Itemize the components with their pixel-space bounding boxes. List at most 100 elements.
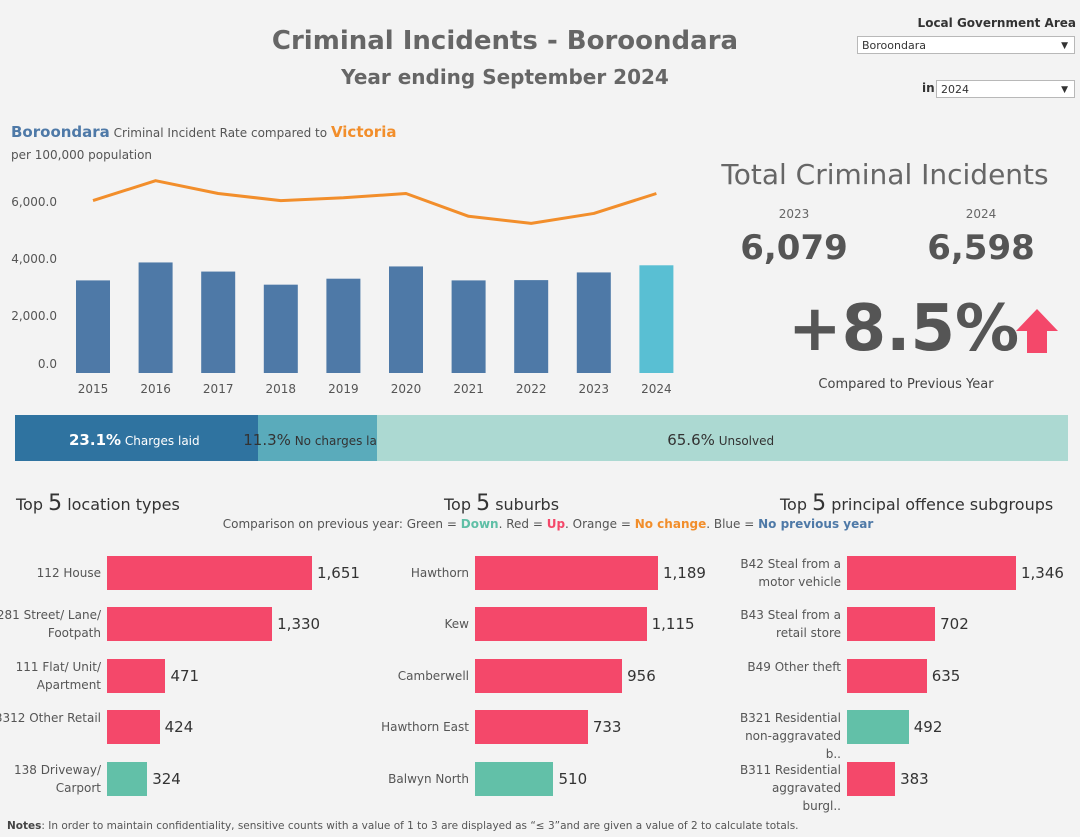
row-bar [107, 659, 166, 693]
rate-bar [263, 284, 298, 373]
top-count: 5 [48, 491, 63, 516]
top-locations-title: Top 5 location types [16, 491, 180, 516]
chevron-down-icon: ▼ [1061, 41, 1068, 51]
color-legend: Comparison on previous year: Green = Dow… [0, 517, 1080, 531]
legend-text: . Red = [498, 517, 543, 531]
row-bar [847, 710, 909, 744]
row-bar [107, 762, 148, 796]
outcome-percent: 65.6% [667, 431, 715, 449]
row-label: Camberwell [397, 669, 469, 683]
rate-bar [514, 280, 549, 373]
row-value: 956 [627, 667, 656, 685]
row-bar [475, 607, 647, 641]
row-value: 492 [913, 718, 943, 736]
page-title: Criminal Incidents - Boroondara [271, 26, 739, 56]
row-label: Kew [444, 617, 469, 631]
y-tick-label: 0.0 [38, 357, 57, 371]
top-count: 5 [476, 491, 491, 516]
year-dropdown[interactable]: 2024 ▼ [936, 80, 1075, 98]
top-word: Top [16, 495, 43, 514]
up-arrow-icon [1016, 309, 1058, 353]
row-label: B321 Residential non-aggravated b.. [739, 711, 841, 761]
x-tick-label: 2020 [391, 382, 422, 396]
rate-bar [576, 272, 611, 373]
y-tick-label: 6,000.0 [11, 195, 57, 209]
row-bar [475, 556, 658, 590]
row-bar [107, 607, 273, 641]
outcome-segment: 23.1% Charges laid [15, 415, 259, 461]
row-bar [107, 710, 160, 744]
row-bar [847, 762, 896, 796]
incident-rate-chart: 6,000.0 4,000.0 2,000.0 0.0 2015 2016 2017 2018… [11, 179, 674, 396]
legend-no-change: No change [634, 517, 707, 531]
y-tick-label: 2,000.0 [11, 309, 57, 323]
lga-dropdown[interactable]: Boroondara ▼ [857, 36, 1075, 54]
row-value: 424 [164, 718, 194, 736]
row-label: 111 Flat/ Unit/ Apartment [15, 660, 101, 692]
rate-bar [451, 280, 486, 373]
row-bar [847, 607, 936, 641]
outcome-text: No charges laid [290, 434, 388, 448]
x-tick-label: 2018 [266, 382, 297, 396]
footnote: Notes: In order to maintain confidential… [7, 820, 799, 832]
row-bar [107, 556, 312, 590]
row-bar [475, 710, 588, 744]
curr-year-label: 2024 [965, 207, 997, 221]
rate-bar [326, 278, 361, 373]
row-label: 138 Driveway/ Carport [13, 763, 101, 795]
row-label: Hawthorn East [381, 720, 469, 734]
row-label: B43 Steal from a retail store [740, 608, 841, 640]
footnote-text: : In order to maintain confidentiality, … [41, 820, 799, 832]
row-value: 635 [931, 667, 961, 685]
suburbs-title-text: suburbs [495, 495, 560, 514]
outcome-segment: 11.3% No charges laid [243, 415, 388, 461]
lga-filter-label: Local Government Area [917, 16, 1076, 30]
row-bar [847, 659, 927, 693]
chart-heading: Boroondara Criminal Incident Rate compar… [11, 123, 396, 141]
row-label: B311 Residential aggravated burgl.. [739, 763, 841, 813]
rate-bar [201, 271, 236, 373]
top-word: Top [780, 495, 807, 514]
top-word: Top [444, 495, 471, 514]
year-dropdown-value: 2024 [941, 83, 969, 96]
prev-year-label: 2023 [778, 207, 810, 221]
rate-bar [389, 266, 423, 373]
top-count: 5 [812, 491, 827, 516]
legend-text: . Orange = [565, 517, 631, 531]
lga-dropdown-value: Boroondara [862, 39, 926, 52]
row-value: 510 [558, 770, 588, 788]
offences-title-text: principal offence subgroups [831, 495, 1054, 514]
outcome-text: Unsolved [714, 434, 775, 448]
chart-heading-lga: Boroondara [11, 123, 110, 141]
x-tick-label: 2016 [140, 382, 171, 396]
percent-change-caption: Compared to Previous Year [818, 377, 994, 392]
row-value: 1,115 [651, 615, 695, 633]
legend-down: Down [460, 517, 499, 531]
row-label: B42 Steal from a motor vehicle [740, 557, 841, 589]
victoria-rate-line [92, 179, 657, 225]
chart-heading-compared: compared to [250, 126, 328, 140]
row-value: 324 [152, 770, 181, 788]
y-tick-label: 4,000.0 [11, 252, 57, 266]
row-bar [475, 762, 554, 796]
row-label: Hawthorn [410, 566, 469, 580]
chevron-down-icon: ▼ [1061, 85, 1068, 95]
x-tick-label: 2023 [579, 382, 610, 396]
outcome-percent: 23.1% [69, 431, 122, 449]
legend-no-previous: No previous year [758, 517, 874, 531]
outcome-label: 23.1% Charges laid [69, 430, 200, 449]
percent-change: +8.5% [788, 292, 1020, 366]
x-tick-label: 2017 [203, 382, 234, 396]
x-tick-label: 2019 [328, 382, 359, 396]
row-value: 733 [592, 718, 622, 736]
outcome-segment: 65.6% Unsolved [377, 415, 1068, 461]
chart-heading-vic: Victoria [330, 123, 397, 141]
page-subtitle: Year ending September 2024 [341, 65, 669, 89]
top-suburbs-title: Top 5 suburbs [444, 491, 559, 516]
footnote-label: Notes [7, 820, 42, 832]
outcome-percent: 11.3% [243, 431, 291, 449]
legend-text: Comparison on previous year: Green = [222, 517, 457, 531]
row-value: 383 [900, 770, 929, 788]
row-label: B49 Other theft [747, 660, 841, 674]
rate-bar [639, 265, 674, 373]
